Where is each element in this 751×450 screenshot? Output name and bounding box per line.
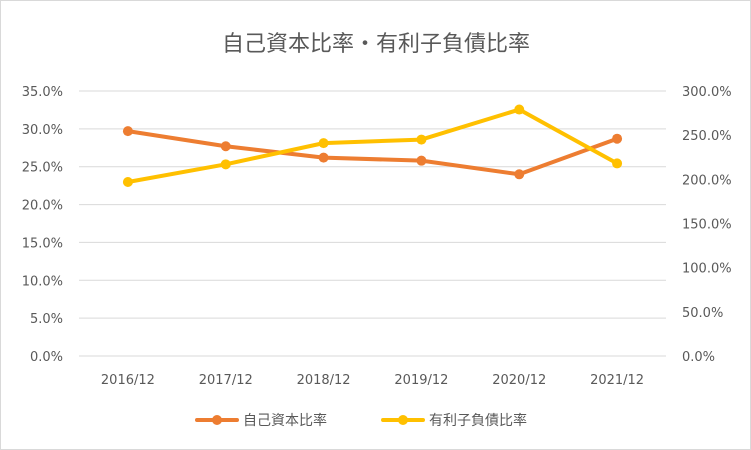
- data-point: [416, 134, 427, 145]
- legend-marker: [212, 415, 222, 425]
- y-right-tick-label: 250.0%: [682, 129, 732, 144]
- y-right-tick-label: 200.0%: [682, 173, 732, 188]
- x-tick-label: 2016/12: [101, 373, 155, 388]
- y-right-tick-label: 50.0%: [682, 306, 723, 321]
- y-left-tick-label: 35.0%: [22, 85, 63, 100]
- data-point: [612, 158, 623, 169]
- data-point: [220, 141, 231, 152]
- legend-marker: [398, 415, 408, 425]
- y-left-tick-label: 25.0%: [22, 161, 63, 176]
- x-tick-label: 2018/12: [297, 373, 351, 388]
- y-left-tick-label: 30.0%: [22, 123, 63, 138]
- y-right-tick-label: 0.0%: [682, 350, 715, 365]
- legend-label: 自己資本比率: [243, 412, 327, 429]
- y-right-tick-label: 150.0%: [682, 218, 732, 233]
- x-axis: 2016/12 2017/12 2018/12 2019/12 2020/12 2021/…: [101, 373, 644, 388]
- data-point: [612, 133, 623, 144]
- series-line-1: [125, 129, 620, 177]
- x-tick-label: 2017/12: [199, 373, 253, 388]
- legend: 自己資本比率 有利子負債比率: [195, 412, 527, 429]
- data-point: [416, 155, 427, 166]
- data-point: [514, 104, 525, 115]
- y-left-tick-label: 15.0%: [22, 236, 63, 251]
- y-left-tick-label: 10.0%: [22, 274, 63, 289]
- series-layer: [122, 104, 623, 187]
- y-left-tick-label: 20.0%: [22, 199, 63, 214]
- data-point: [220, 159, 231, 170]
- data-point: [514, 169, 525, 180]
- grid-layer: [79, 90, 666, 357]
- data-point: [318, 152, 329, 163]
- x-tick-label: 2021/12: [590, 373, 644, 388]
- data-point: [122, 176, 133, 187]
- series-line-2: [125, 107, 620, 184]
- chart-title: 自己資本比率・有利子負債比率: [222, 32, 530, 57]
- y-left-tick-label: 0.0%: [30, 350, 63, 365]
- y-right-tick-label: 100.0%: [682, 262, 732, 277]
- legend-label: 有利子負債比率: [429, 412, 527, 429]
- y-left-tick-label: 5.0%: [30, 312, 63, 327]
- y-right-tick-label: 300.0%: [682, 85, 732, 100]
- data-point: [122, 126, 133, 137]
- x-tick-label: 2019/12: [394, 373, 448, 388]
- right-y-axis: 0.0% 50.0% 100.0% 150.0% 200.0% 250.0% 300.0%: [682, 85, 732, 365]
- left-y-axis: 0.0% 5.0% 10.0% 15.0% 20.0% 25.0% 30.0% 35.0%: [22, 85, 63, 365]
- data-point: [318, 138, 329, 149]
- x-tick-label: 2020/12: [492, 373, 546, 388]
